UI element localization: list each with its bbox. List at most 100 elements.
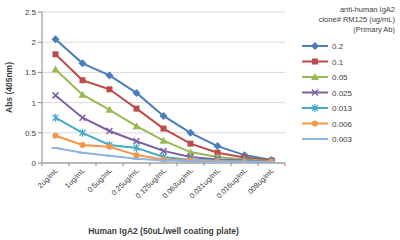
legend-label: 0.025 — [332, 89, 353, 98]
data-point — [106, 155, 114, 157]
data-point — [107, 141, 113, 149]
x-tick-label: 2ug/mL — [36, 166, 60, 190]
data-point — [107, 128, 113, 134]
data-point — [52, 147, 60, 149]
x-tick — [204, 163, 205, 166]
y-tick-label: 2 — [32, 38, 37, 47]
legend-marker — [312, 104, 318, 112]
legend-label: 0.013 — [332, 104, 353, 113]
data-point — [107, 86, 113, 92]
data-point — [53, 133, 59, 139]
series-line — [56, 39, 272, 160]
data-point — [188, 156, 194, 163]
x-tick — [96, 163, 97, 166]
data-point — [269, 159, 275, 163]
data-point — [160, 160, 168, 162]
data-point — [161, 156, 167, 162]
grid-line — [42, 102, 285, 103]
data-point — [53, 51, 59, 57]
data-point — [160, 137, 168, 144]
legend-item: 0.2 — [302, 42, 344, 51]
x-tick-label: 1ug/mL — [63, 166, 87, 190]
x-tick — [123, 163, 124, 166]
y-axis-title: Abs (405nm) — [4, 62, 14, 113]
data-point — [134, 106, 140, 112]
legend-marker — [311, 73, 319, 80]
legend-item: 0.05 — [302, 73, 348, 82]
grid-line — [42, 42, 285, 43]
series-line — [56, 95, 272, 161]
legend-marker — [311, 138, 319, 140]
legend-marker — [311, 42, 319, 50]
legend-title: (Primary Ab) — [353, 25, 395, 34]
legend-label: 0.003 — [332, 135, 353, 144]
data-point — [241, 161, 249, 163]
data-point — [188, 141, 194, 147]
data-point — [53, 114, 59, 122]
y-tick-label: 2.5 — [25, 8, 37, 17]
plot-area — [52, 35, 276, 163]
series-line — [56, 118, 272, 162]
data-point — [106, 106, 114, 113]
data-point — [80, 115, 86, 121]
legend-label: 0.2 — [332, 42, 344, 51]
y-tick — [38, 102, 42, 103]
data-point — [79, 91, 87, 98]
grid-line — [42, 132, 285, 133]
data-point — [214, 161, 222, 163]
chart: 00.511.522.52ug/mL1ug/mL0.5ug/mL0.25ug/m… — [0, 0, 400, 240]
data-point — [79, 152, 87, 154]
legend-marker — [312, 59, 318, 65]
legend-item: 0.025 — [302, 89, 353, 98]
data-point — [161, 126, 167, 132]
data-point — [242, 157, 248, 163]
y-tick-label: 0 — [32, 159, 37, 168]
data-point — [187, 129, 195, 137]
legend-label: 0.006 — [332, 120, 353, 129]
x-tick-label: .008ug/mL — [244, 166, 275, 197]
x-tick — [177, 163, 178, 166]
legend-line — [302, 138, 328, 140]
data-point — [133, 158, 141, 160]
y-tick-label: 1 — [32, 99, 37, 108]
y-tick — [38, 132, 42, 133]
data-point — [52, 65, 60, 72]
y-tick — [38, 163, 42, 164]
data-point — [80, 129, 86, 137]
series-line — [56, 148, 272, 163]
series-line — [56, 136, 272, 162]
x-tick — [150, 163, 151, 166]
y-tick-label: 0.5 — [25, 129, 37, 138]
grid-line — [42, 72, 285, 73]
series-line — [56, 69, 272, 161]
data-point — [133, 122, 141, 129]
data-point — [52, 35, 60, 43]
data-point — [269, 159, 275, 163]
y-axis — [42, 12, 43, 163]
legend-item: 0.013 — [302, 104, 353, 113]
x-tick — [42, 163, 43, 166]
legend-label: 0.1 — [332, 58, 344, 67]
y-tick — [38, 72, 42, 73]
data-point — [268, 161, 276, 163]
data-point — [215, 157, 221, 163]
data-point — [79, 59, 87, 67]
data-point — [187, 160, 195, 162]
legend-label: 0.05 — [332, 73, 348, 82]
x-tick-label: 0.016ug/mL — [215, 166, 249, 200]
legend-marker — [312, 90, 318, 96]
y-tick — [38, 42, 42, 43]
data-point — [134, 138, 140, 144]
data-point — [160, 112, 168, 120]
y-tick — [38, 12, 42, 13]
legend-title: clone# RM125 (ug/mL) — [319, 15, 396, 24]
legend-title: anti-human IgA2 — [340, 5, 395, 14]
data-point — [107, 144, 113, 150]
data-point — [80, 142, 86, 148]
data-point — [134, 144, 140, 152]
data-point — [215, 158, 221, 163]
x-tick — [69, 163, 70, 166]
data-point — [133, 89, 141, 97]
x-tick — [231, 163, 232, 166]
data-point — [106, 71, 114, 79]
